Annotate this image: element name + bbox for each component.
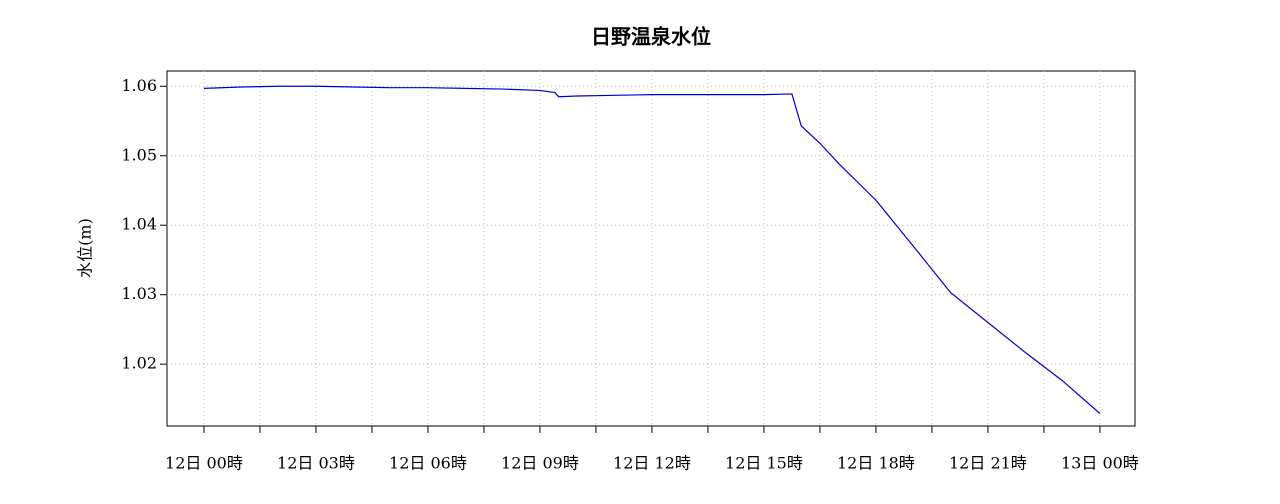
- x-tick-label: 12日 03時: [277, 454, 355, 473]
- y-tick-label: 1.02: [121, 354, 157, 373]
- x-tick-label: 12日 09時: [501, 454, 579, 473]
- x-tick-label: 12日 18時: [837, 454, 915, 473]
- chart-title: 日野温泉水位: [591, 25, 711, 49]
- data-line: [203, 85, 1101, 414]
- plot-frame: [166, 70, 1136, 427]
- y-tick-label: 1.06: [121, 76, 157, 95]
- x-tick-label: 12日 12時: [613, 454, 691, 473]
- x-tick-label: 12日 00時: [165, 454, 243, 473]
- x-tick-label: 12日 06時: [389, 454, 467, 473]
- x-tick-label: 12日 15時: [725, 454, 803, 473]
- x-tick-label: 13日 00時: [1061, 454, 1139, 473]
- y-tick-label: 1.04: [121, 215, 157, 234]
- y-axis-label: 水位(m): [76, 218, 95, 278]
- y-tick-label: 1.03: [121, 284, 157, 303]
- y-tick-label: 1.05: [121, 145, 157, 164]
- x-tick-label: 12日 21時: [949, 454, 1027, 473]
